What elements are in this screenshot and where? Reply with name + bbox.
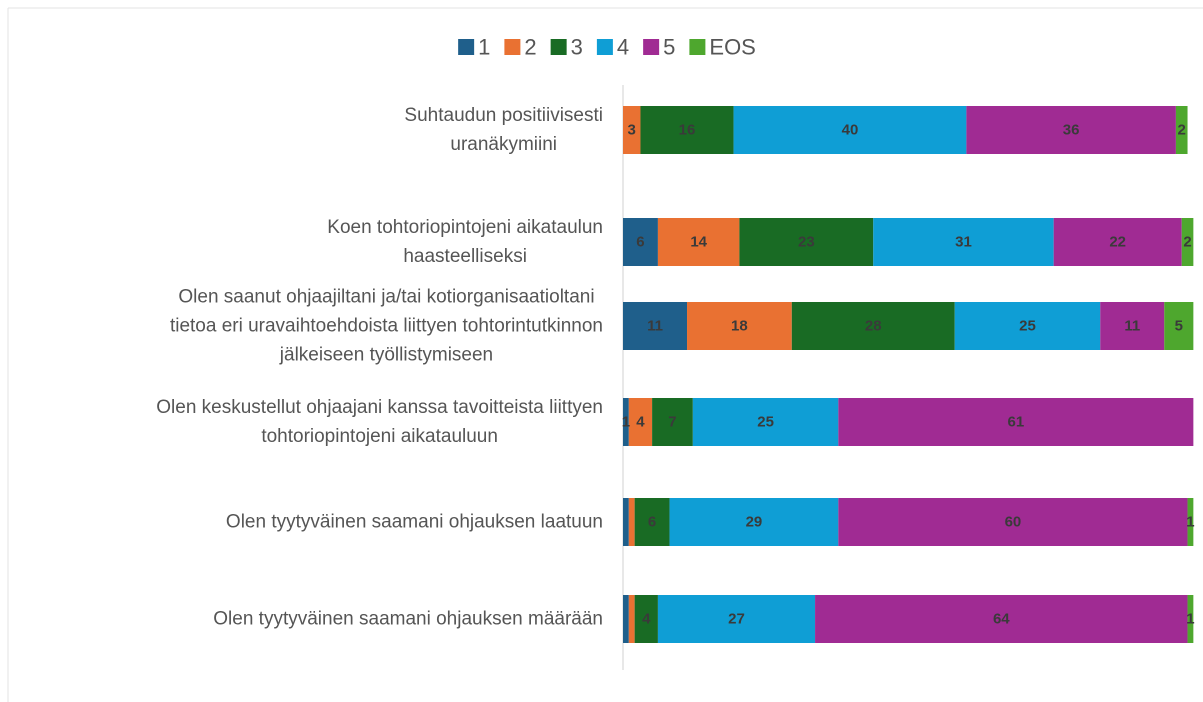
value-label: 23 <box>798 234 815 251</box>
bar-segment <box>669 498 839 546</box>
bar-segment <box>623 595 629 643</box>
value-label: 14 <box>690 234 707 251</box>
bar-segment <box>739 218 874 266</box>
value-label: 2 <box>1178 122 1186 139</box>
value-label: 40 <box>842 122 859 139</box>
value-label: 25 <box>757 414 774 431</box>
bar-segment <box>652 398 693 446</box>
bar-segment <box>640 106 734 154</box>
bar-segment <box>966 106 1176 154</box>
value-label: 3 <box>628 122 636 139</box>
value-label: 25 <box>1019 318 1036 335</box>
value-label: 36 <box>1063 122 1080 139</box>
value-label: 60 <box>1005 514 1022 531</box>
value-label: 22 <box>1109 234 1126 251</box>
category-label: Suhtaudun positiivisesti uranäkymiini <box>404 105 603 155</box>
category-label: Koen tohtoriopintojeni aikataulun haaste… <box>327 217 603 267</box>
bar-segment <box>623 106 641 154</box>
bar-segment <box>815 595 1188 643</box>
bar-segment <box>623 218 658 266</box>
bar-segment <box>634 498 670 546</box>
value-label: 1 <box>1186 611 1194 628</box>
bar-segment <box>791 302 955 350</box>
bar-segment <box>657 218 740 266</box>
value-label: 61 <box>1008 414 1025 431</box>
value-label: 1 <box>622 414 630 431</box>
bar-segment <box>1181 218 1194 266</box>
legend-swatch <box>504 39 521 55</box>
value-label: 6 <box>636 234 644 251</box>
legend-swatch <box>643 39 660 55</box>
bar-segment <box>954 302 1101 350</box>
value-label: 29 <box>746 514 763 531</box>
bar-segment <box>687 302 792 350</box>
category-label: Olen keskustellut ohjaajani kanssa tavoi… <box>156 397 603 447</box>
legend-swatch <box>550 39 567 55</box>
bar-segment <box>628 398 653 446</box>
bar-segment <box>623 398 629 446</box>
bar-segment <box>623 302 688 350</box>
legend-label: 5 <box>663 35 675 60</box>
bar-segment <box>628 595 635 643</box>
value-label: 11 <box>1124 318 1140 335</box>
value-label: 18 <box>731 318 748 335</box>
legend-label: 2 <box>524 35 536 60</box>
bar-segment <box>1164 302 1194 350</box>
value-label: 1 <box>1186 514 1194 531</box>
value-label: 16 <box>679 122 696 139</box>
bar-segment <box>623 498 629 546</box>
value-label: 6 <box>648 514 656 531</box>
value-label: 4 <box>636 414 645 431</box>
category-label: Olen tyytyväinen saamani ohjauksen laatu… <box>225 511 603 533</box>
value-label: 28 <box>865 318 882 335</box>
bar-segment <box>733 106 967 154</box>
bar-segment <box>1187 498 1194 546</box>
value-label: 7 <box>668 414 676 431</box>
bar-segment <box>1175 106 1188 154</box>
legend-label: EOS <box>709 35 755 60</box>
bar-segment <box>692 398 839 446</box>
bar-segment <box>1053 218 1182 266</box>
bar-segment <box>873 218 1054 266</box>
legend-label: 3 <box>571 35 583 60</box>
bar-segment <box>838 398 1194 446</box>
bar-segment <box>838 498 1188 546</box>
bar-segment <box>628 498 635 546</box>
value-label: 2 <box>1183 234 1191 251</box>
value-label: 27 <box>728 611 745 628</box>
legend-label: 4 <box>617 35 629 60</box>
value-label: 5 <box>1175 318 1183 335</box>
value-label: 4 <box>642 611 651 628</box>
category-label: Olen saanut ohjaajiltani ja/tai kotiorga… <box>169 286 603 366</box>
value-label: 11 <box>647 318 663 335</box>
value-label: 31 <box>955 234 972 251</box>
bar-segment <box>1187 595 1194 643</box>
legend-label: 1 <box>478 35 490 60</box>
value-label: 64 <box>993 611 1010 628</box>
bar-segment <box>1100 302 1165 350</box>
legend-swatch <box>689 39 706 55</box>
category-label: Olen tyytyväinen saamani ohjauksen määrä… <box>213 608 603 630</box>
legend-swatch <box>596 39 613 55</box>
legend-swatch <box>458 39 475 55</box>
bar-segment <box>657 595 816 643</box>
bar-segment <box>634 595 658 643</box>
